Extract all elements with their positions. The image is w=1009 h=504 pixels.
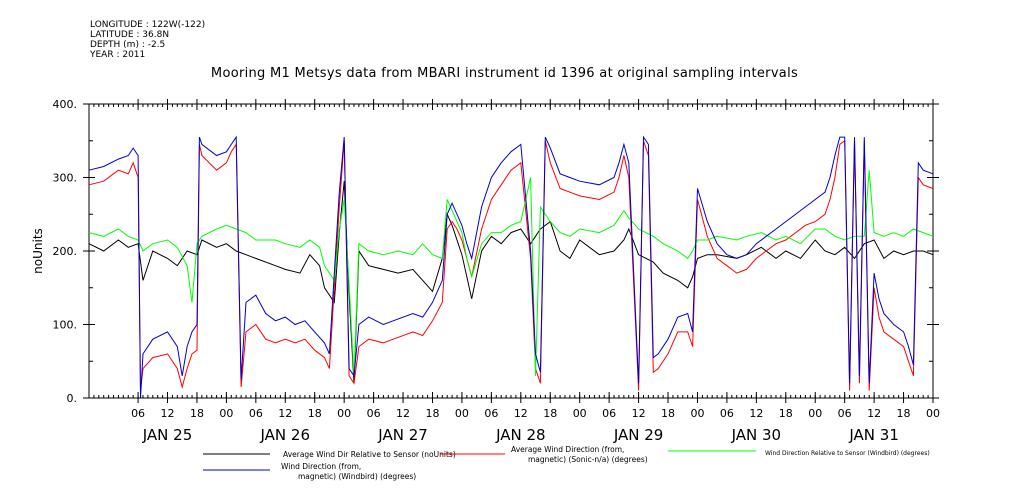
legend-label-2: Average Wind Direction (from, (511, 445, 624, 454)
series-line-1 (88, 181, 934, 384)
legend-label-2-line2: magnetic) (Sonic-n/a) (degrees) (528, 455, 648, 464)
x-tick-label: 18 (190, 407, 204, 420)
x-tick-label: 00 (455, 407, 469, 420)
x-tick-label: 12 (161, 407, 175, 420)
x-tick-label: 06 (720, 407, 734, 420)
x-tick-label: 12 (278, 407, 292, 420)
metadata-block: LONGITUDE : 122W(-122) LATITUDE : 36.8N … (90, 20, 205, 60)
chart-title: Mooring M1 Metsys data from MBARI instru… (210, 66, 799, 81)
y-tick-label: 0. (67, 392, 78, 405)
x-tick-label: 00 (219, 407, 233, 420)
y-axis-label: noUnits (31, 228, 45, 274)
latitude-label: LATITUDE : 36.8N (90, 30, 170, 40)
day-label: JAN 26 (260, 426, 311, 444)
series-line-2 (88, 139, 934, 391)
legend-label-3: Wind Direction Relative to Sensor (Windb… (765, 450, 930, 457)
x-tick-label: 18 (308, 407, 322, 420)
year-label: YEAR : 2011 (90, 50, 146, 60)
x-tick-label: 12 (514, 407, 528, 420)
x-tick-label: 06 (484, 407, 498, 420)
y-tick-label: 300. (53, 172, 78, 185)
x-tick-label: 00 (808, 407, 822, 420)
x-tick-label: 06 (367, 407, 381, 420)
x-tick-label: 18 (543, 407, 557, 420)
day-label: JAN 31 (848, 426, 899, 444)
x-tick-label: 06 (602, 407, 616, 420)
y-tick-label: 400. (53, 98, 78, 111)
x-tick-label: 00 (926, 407, 940, 420)
legend-label-1: Average Wind Dir Relative to Sensor (noU… (283, 450, 456, 459)
x-tick-label: 06 (838, 407, 852, 420)
x-tick-label: 18 (779, 407, 793, 420)
x-tick-label: 06 (131, 407, 145, 420)
x-tick-label: 00 (690, 407, 704, 420)
x-tick-label: 06 (249, 407, 263, 420)
x-tick-label: 12 (867, 407, 881, 420)
series-line-3 (88, 170, 934, 376)
x-tick-label: 18 (897, 407, 911, 420)
legend-label-4-line2: magnetic) (Windbird) (degrees) (298, 472, 416, 481)
day-label: JAN 30 (731, 426, 782, 444)
x-tick-label: 00 (337, 407, 351, 420)
depth-label: DEPTH (m) : -2.5 (90, 40, 166, 50)
x-tick-label: 12 (632, 407, 646, 420)
x-tick-label: 18 (661, 407, 675, 420)
day-label: JAN 29 (613, 426, 664, 444)
longitude-label: LONGITUDE : 122W(-122) (90, 20, 206, 30)
y-tick-label: 200. (53, 245, 78, 258)
day-label: JAN 28 (495, 426, 546, 444)
legend-label-4: Wind Direction (from, (281, 462, 361, 471)
y-tick-label: 100. (53, 319, 78, 332)
series-line-4 (88, 135, 934, 399)
x-tick-label: 00 (573, 407, 587, 420)
x-tick-label: 12 (749, 407, 763, 420)
x-tick-label: 12 (396, 407, 410, 420)
day-label: JAN 27 (377, 426, 428, 444)
day-label: JAN 25 (142, 426, 193, 444)
x-tick-label: 18 (425, 407, 439, 420)
